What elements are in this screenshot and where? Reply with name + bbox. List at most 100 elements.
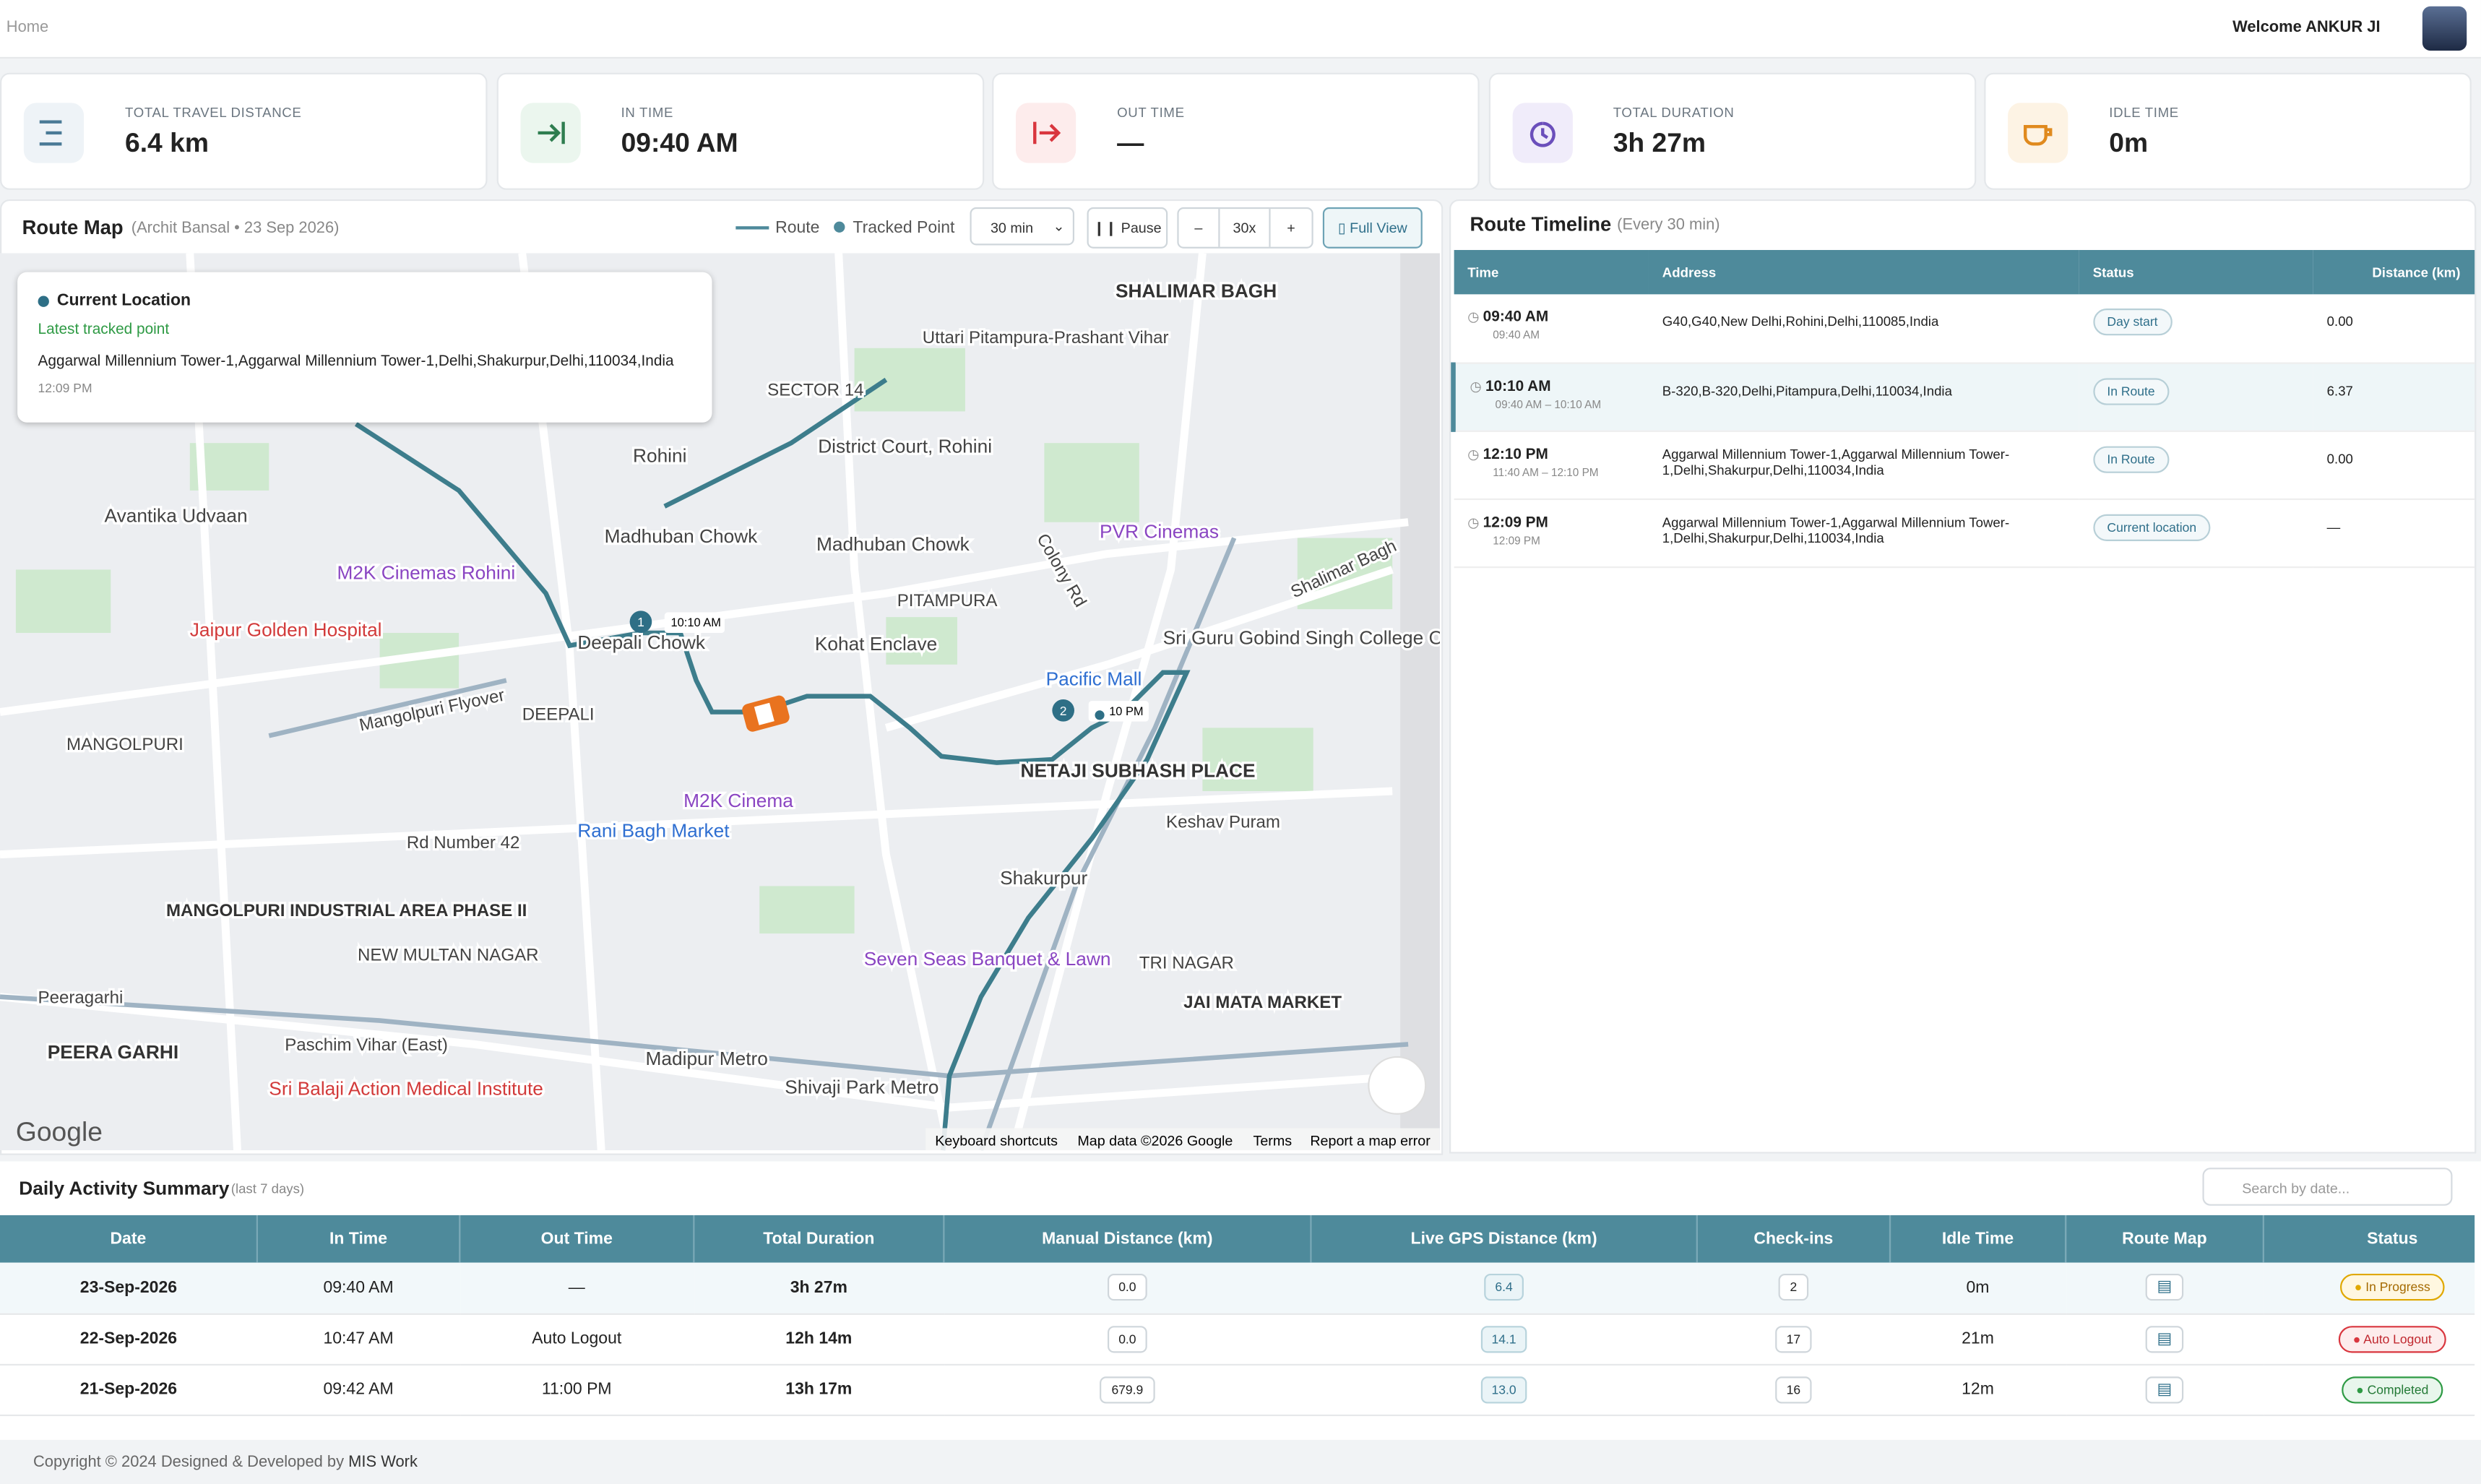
route-map-button[interactable]: ▤ — [2146, 1325, 2183, 1353]
path — [834, 253, 954, 1151]
footer-text: Copyright © 2024 Designed & Developed by — [33, 1454, 345, 1472]
distance: 0.00 — [2312, 294, 2475, 363]
attribution[interactable]: Terms — [1253, 1134, 1292, 1149]
tracked-point[interactable] — [1052, 699, 1075, 722]
stat-card: IDLE TIME 0m — [1984, 72, 2472, 190]
address: Aggarwal Millennium Tower-1,Aggarwal Mil… — [1648, 498, 2079, 568]
td: 10:47 AM — [256, 1313, 460, 1365]
plus-button[interactable]: + — [1287, 220, 1295, 236]
search-placeholder: Search by date... — [2242, 1180, 2350, 1196]
tracked-point[interactable] — [629, 611, 652, 633]
popup-subtitle: Latest tracked point — [38, 321, 170, 339]
panel-subtitle: (Every 30 min) — [1617, 217, 1720, 235]
popup-dot — [38, 295, 49, 307]
marker-time: 10 PM — [1109, 705, 1143, 718]
map-pan-control[interactable] — [1368, 1056, 1427, 1115]
timeline-row[interactable]: ◷ 09:40 AM 09:40 AM G40,G40,New Delhi,Roh… — [1453, 294, 2475, 363]
status-badge: Current location — [2092, 513, 2211, 540]
summary-table: Date In Time Out Time Total Duration Manual … — [0, 1215, 2475, 1415]
place-label: Shakurpur — [1000, 867, 1087, 889]
td: ● Completed — [2263, 1363, 2475, 1415]
breadcrumb[interactable]: Home — [6, 19, 49, 37]
timeline-panel: Route Timeline (Every 30 min) Time Addres… — [1449, 199, 2477, 1154]
footer-link[interactable]: MIS Work — [348, 1454, 418, 1472]
legend-route: Route — [775, 218, 820, 238]
distance: 0.00 — [2312, 430, 2475, 499]
rect — [1044, 443, 1139, 522]
stat-label: OUT TIME — [1117, 104, 1185, 121]
stat-icon — [23, 103, 85, 163]
place-label: Jaipur Golden Hospital — [190, 618, 382, 640]
td: ● In Progress — [2263, 1262, 2475, 1314]
address: B-320,B-320,Delhi,Pitampura,Delhi,110034… — [1648, 362, 2079, 431]
date: 21-Sep-2026 — [79, 1379, 178, 1399]
td: 21m — [1889, 1313, 2066, 1365]
clock-icon: ◷ — [1470, 377, 1482, 394]
full-view-button[interactable]: ▯ Full View — [1322, 207, 1423, 249]
time: 09:40 AM — [1483, 309, 1549, 327]
route-line — [354, 422, 1191, 1151]
search-input[interactable]: Search by date... — [2202, 1168, 2453, 1206]
path — [2024, 125, 2053, 146]
place-label: M2K Cinema — [683, 790, 793, 811]
table-wrap: Date In Time Out Time Total Duration Manual … — [0, 1215, 2475, 1440]
td: 2 — [1696, 1262, 1890, 1314]
tracked-dot — [1095, 710, 1105, 720]
avatar[interactable] — [2422, 6, 2467, 51]
timeline-row[interactable]: ◷ 12:09 PM 12:09 PM Aggarwal Millennium T… — [1453, 498, 2475, 568]
manual-distance: 0.0 — [1107, 1325, 1147, 1353]
td: 13h 17m — [694, 1363, 944, 1415]
chevron: ⌄ — [1053, 218, 1065, 235]
time-tag — [664, 612, 725, 633]
summary-row: 23-Sep-2026 09:40 AM — 3h 27m 0.0 6.4 2 … — [0, 1262, 2475, 1314]
stat-icon — [1015, 103, 1076, 163]
td: ▤ — [2066, 1363, 2264, 1415]
place-label: Avantika Udvaan — [105, 505, 248, 527]
rect — [15, 569, 111, 633]
marker-time: 10:10 AM — [671, 616, 721, 629]
td: — — [459, 1262, 694, 1314]
place-label: TRI NAGAR — [1139, 953, 1234, 972]
place-label: District Court, Rohini — [818, 435, 992, 457]
date: 22-Sep-2026 — [79, 1329, 178, 1348]
status-pill: ● Completed — [2342, 1376, 2443, 1403]
stat-label: IDLE TIME — [2109, 104, 2179, 121]
interval-select[interactable]: 30 min ⌄ — [970, 207, 1075, 246]
status-text: In Progress — [2365, 1280, 2430, 1295]
in-time: 09:42 AM — [323, 1379, 394, 1399]
time: 12:09 PM — [1483, 513, 1548, 531]
route-map-button[interactable]: ▤ — [2146, 1274, 2183, 1301]
timeline-row[interactable]: ◷ 10:10 AM 09:40 AM – 10:10 AM B-320,B-32… — [1451, 362, 2475, 431]
place-label: Rd Number 42 — [407, 833, 520, 853]
stat-value: 09:40 AM — [621, 128, 738, 158]
timeline-row[interactable]: ◷ 12:10 PM 11:40 AM – 12:10 PM Aggarwal M… — [1453, 430, 2475, 499]
path — [0, 994, 1409, 1079]
stat-value: 0m — [2109, 128, 2149, 158]
map-edge — [1400, 253, 1440, 1151]
pause-button[interactable]: ❙❙ Pause — [1087, 207, 1168, 249]
td: 6.4 — [1311, 1262, 1697, 1314]
place-label: Deepali Chowk — [577, 631, 706, 653]
check-ins: 2 — [1779, 1274, 1808, 1301]
minus-button[interactable]: – — [1179, 209, 1220, 247]
column-header: Out Time — [459, 1215, 695, 1263]
td: 3h 27m — [694, 1262, 944, 1314]
attribution[interactable]: Keyboard shortcuts — [935, 1134, 1058, 1149]
manual-distance: 679.9 — [1100, 1376, 1155, 1403]
place-label: Rohini — [633, 444, 686, 466]
footer: Copyright © 2024 Designed & Developed by… — [33, 1454, 418, 1472]
column-header: Route Map — [2066, 1215, 2264, 1263]
summary-row: 21-Sep-2026 09:42 AM 11:00 PM 13h 17m 67… — [0, 1363, 2475, 1415]
place-labels: SHALIMAR BAGH Uttari Pitampura-Prashant … — [35, 277, 1440, 1101]
td: ▤ — [2066, 1313, 2264, 1365]
status-badge: In Route — [2092, 445, 2170, 473]
td: ◷ 09:40 AM 09:40 AM — [1453, 294, 1649, 363]
google-logo: Google — [16, 1116, 103, 1147]
map[interactable]: SHALIMAR BAGH Uttari Pitampura-Prashant … — [0, 253, 1440, 1151]
status-pill: ● In Progress — [2340, 1274, 2445, 1301]
attribution[interactable]: Report a map error — [1310, 1134, 1431, 1149]
route-map-button[interactable]: ▤ — [2146, 1376, 2183, 1403]
time-range: 09:40 AM – 10:10 AM — [1495, 399, 1602, 411]
